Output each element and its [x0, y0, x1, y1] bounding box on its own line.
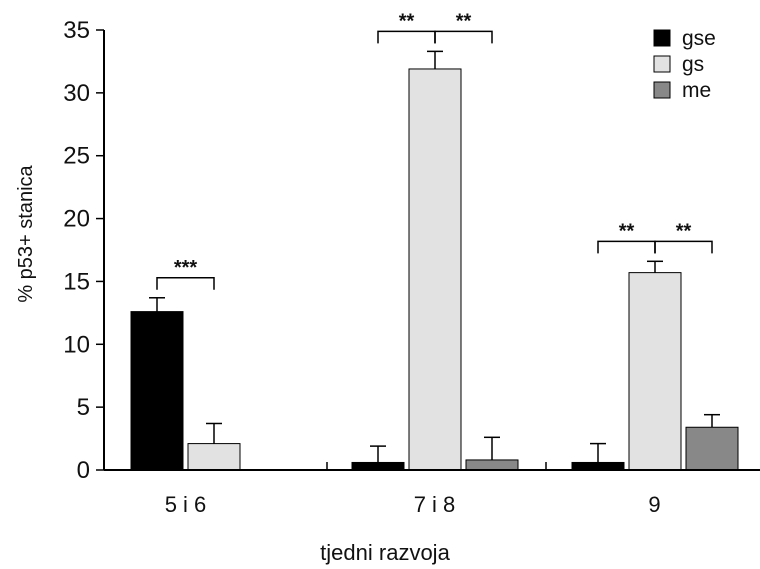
- y-tick-label: 25: [63, 143, 90, 170]
- legend-label-gs: gs: [682, 53, 704, 76]
- bar-gse-3: [571, 461, 625, 471]
- significance-label: **: [399, 10, 415, 32]
- legend-swatch-gse: [653, 29, 671, 47]
- bar-me-3: [685, 426, 739, 471]
- significance-bracket: [654, 240, 713, 254]
- bar-gs-1: [187, 443, 241, 471]
- significance-label: **: [456, 10, 472, 32]
- x-tick-label: 9: [648, 492, 660, 517]
- bar-gse-2: [351, 461, 405, 471]
- x-tick-label: 5 i 6: [165, 492, 207, 517]
- significance-bracket: [377, 30, 436, 44]
- significance-bracket: [597, 240, 656, 254]
- y-tick-label: 5: [77, 394, 90, 421]
- bar-gse-1: [130, 311, 184, 471]
- x-tick-label: 7 i 8: [414, 492, 456, 517]
- significance-bracket: [434, 30, 493, 44]
- y-tick-label: 0: [77, 457, 90, 484]
- y-tick-label: 20: [63, 206, 90, 233]
- significance-label: ***: [174, 257, 198, 279]
- y-tick-label: 30: [63, 80, 90, 107]
- legend-swatch-gs: [653, 55, 671, 73]
- significance-bracket: [156, 277, 215, 290]
- legend-label-me: me: [682, 79, 711, 102]
- x-axis-label: tjedni razvoja: [320, 540, 450, 565]
- legend-label-gse: gse: [682, 27, 716, 50]
- bar-me-2: [465, 459, 519, 471]
- legend-swatch-me: [653, 81, 671, 99]
- y-tick-label: 35: [63, 17, 90, 44]
- y-tick-label: 15: [63, 268, 90, 295]
- significance-label: **: [619, 220, 635, 242]
- significance-label: **: [676, 220, 692, 242]
- y-axis-label: % p53+ stanica: [15, 164, 37, 302]
- bar-gs-3: [628, 272, 682, 471]
- bar-gs-2: [408, 68, 462, 471]
- y-tick-label: 10: [63, 331, 90, 358]
